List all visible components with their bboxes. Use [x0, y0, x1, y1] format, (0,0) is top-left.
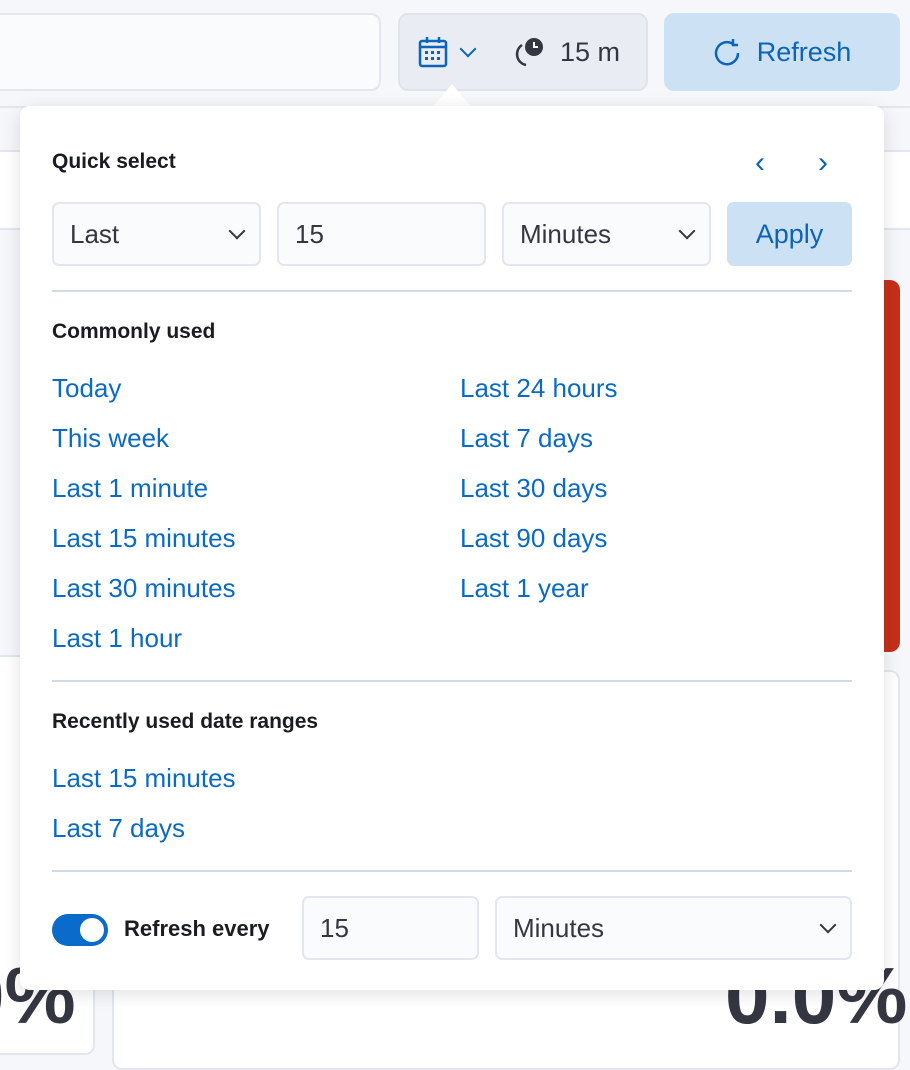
- refresh-clock-icon: [515, 38, 543, 67]
- recent-title: Recently used date ranges: [52, 710, 319, 733]
- commonly-used-link[interactable]: Last 30 minutes: [52, 573, 236, 603]
- recent-link[interactable]: Last 15 minutes: [52, 763, 236, 793]
- popover-arrow: [432, 84, 472, 108]
- commonly-used-link[interactable]: Last 15 minutes: [52, 523, 236, 553]
- amount-value: 15: [295, 218, 324, 249]
- commonly-used-link[interactable]: Last 30 days: [460, 473, 608, 503]
- quick-select-title: Quick select: [52, 150, 176, 173]
- refresh-icon: [714, 39, 739, 66]
- refresh-toggle[interactable]: [52, 914, 108, 946]
- quick-menu-button[interactable]: 15 m: [398, 13, 648, 91]
- query-input[interactable]: [0, 13, 381, 91]
- commonly-used-link[interactable]: Today: [52, 373, 122, 403]
- commonly-used-link[interactable]: Last 1 year: [460, 573, 589, 603]
- direction-select[interactable]: Last: [52, 202, 261, 266]
- unit-value: Minutes: [520, 218, 612, 249]
- refresh-button[interactable]: Refresh: [664, 13, 900, 91]
- commonly-used-title: Commonly used: [52, 320, 216, 343]
- chevron-down-icon: [228, 222, 246, 240]
- previous-period-button[interactable]: ‹: [755, 146, 765, 179]
- next-period-button[interactable]: ›: [818, 146, 828, 179]
- amount-input[interactable]: 15: [277, 202, 486, 266]
- calendar-icon: [418, 37, 448, 68]
- refresh-amount-value: 15: [320, 912, 349, 943]
- direction-value: Last: [70, 218, 120, 249]
- divider: [52, 680, 852, 682]
- divider: [52, 870, 852, 872]
- refresh-interval-display: 15 m: [560, 36, 621, 67]
- refresh-amount-input[interactable]: 15: [302, 896, 479, 960]
- chevron-down-icon: [819, 916, 837, 934]
- commonly-used-link[interactable]: Last 1 minute: [52, 473, 209, 503]
- chevron-down-icon: [678, 222, 696, 240]
- commonly-used-link[interactable]: Last 24 hours: [460, 373, 618, 403]
- apply-button[interactable]: Apply: [727, 202, 852, 266]
- commonly-used-link[interactable]: Last 90 days: [460, 523, 608, 553]
- refresh-every-label: Refresh every: [124, 916, 270, 941]
- commonly-used-link[interactable]: Last 1 hour: [52, 623, 183, 653]
- commonly-used-link[interactable]: This week: [52, 423, 170, 453]
- refresh-unit-select[interactable]: Minutes: [495, 896, 852, 960]
- refresh-label: Refresh: [756, 36, 852, 67]
- commonly-used-link[interactable]: Last 7 days: [460, 423, 593, 453]
- date-picker-popover: Quick select ‹ › Last 15 Minutes Apply C…: [20, 106, 884, 990]
- unit-select[interactable]: Minutes: [502, 202, 711, 266]
- chevron-down-icon: [459, 40, 477, 58]
- divider: [52, 290, 852, 292]
- refresh-unit-value: Minutes: [513, 912, 605, 943]
- recent-link[interactable]: Last 7 days: [52, 813, 185, 843]
